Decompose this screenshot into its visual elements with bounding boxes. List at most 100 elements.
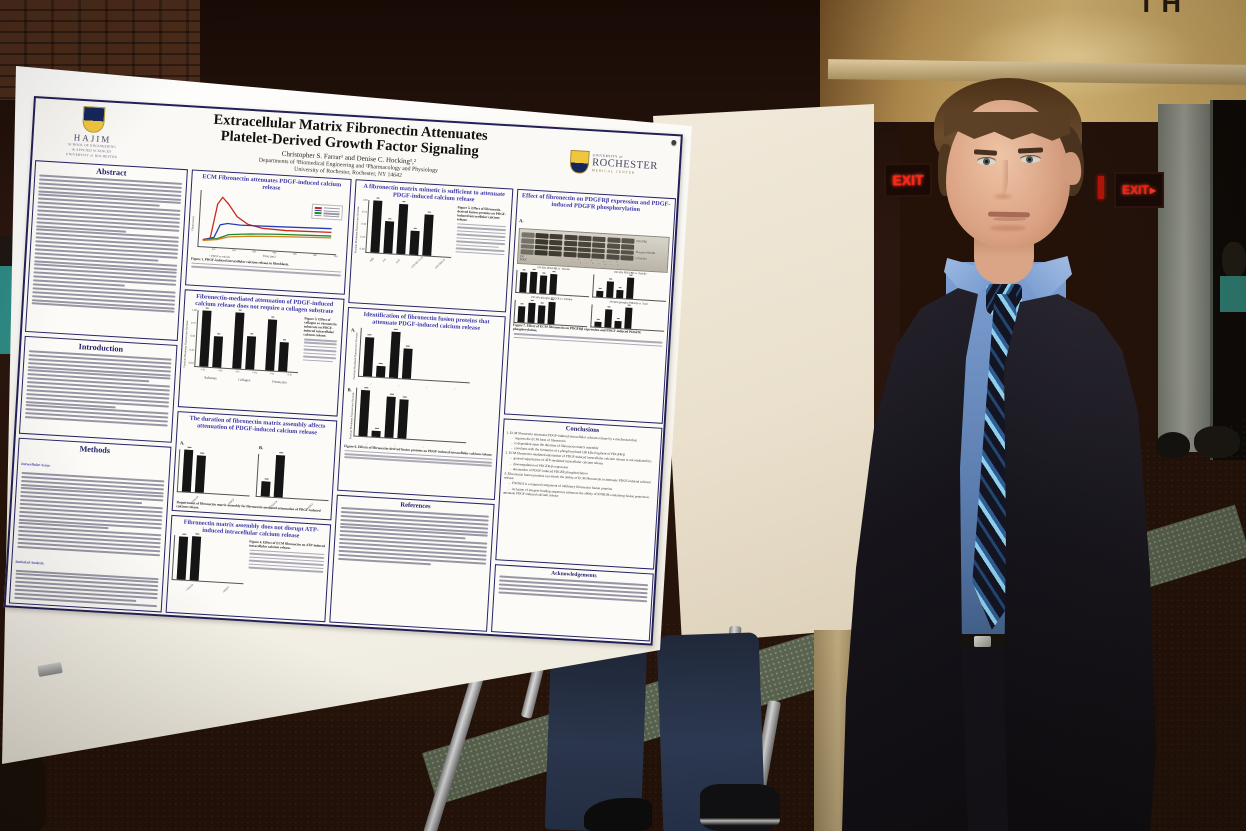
poster-column-1: Abstract Introduction Methods Intracellu… xyxy=(8,160,189,613)
western-chart-b: 190 kDa PDGFRβ vs. Tubulin xyxy=(514,266,591,298)
partial-building-sign: TH xyxy=(1138,0,1188,18)
substrate-caption-text xyxy=(302,338,339,363)
western-bars xyxy=(514,270,591,298)
hajim-shield-icon xyxy=(81,106,106,134)
substrate-bars xyxy=(194,309,302,373)
exit-sign-edge xyxy=(1098,176,1104,199)
nose xyxy=(997,160,1008,195)
western-bars xyxy=(591,274,667,302)
methods-panel: Methods Intracellular Assay: Statistical… xyxy=(8,437,172,613)
abstract-panel: Abstract xyxy=(24,160,189,341)
mimetic-chart: Fraction Maximum Fluorescence Increase 1… xyxy=(355,198,455,270)
references-text xyxy=(337,506,489,568)
identification-bars-a xyxy=(357,327,473,383)
left-edge-person-head xyxy=(0,236,13,268)
mimetic-caption-text xyxy=(455,223,507,256)
introduction-panel: Introduction xyxy=(18,335,178,443)
methods-lead-stats: Statistical Analysis: xyxy=(15,559,45,566)
poster-column-2: ECM Fibronectin attenuates PDGF-induced … xyxy=(165,169,353,623)
blot-label: PDGFRβ xyxy=(636,239,647,244)
poster-columns: Abstract Introduction Methods Intracellu… xyxy=(8,160,677,642)
identification-bars-b xyxy=(353,387,469,443)
pupil xyxy=(985,160,988,163)
mimetic-caption: Figure 5. Effect of fibronectin-derived … xyxy=(454,205,508,269)
exit-sign-text: EXIT xyxy=(1122,183,1149,197)
duration-panel: The duration of fibronectin matrix assem… xyxy=(172,411,338,521)
panel-letter-b: B. xyxy=(258,444,264,450)
western-chart-c: 160 kDa PDGFRβ vs. Tubulin xyxy=(591,271,667,302)
identification-chart-b: B. Fraction Maximum Fluorescence Increas… xyxy=(344,387,496,453)
identification-chart-a: A. Fraction Maximum Fluorescence Increas… xyxy=(348,327,500,393)
distant-person-teal-shirt xyxy=(1220,276,1246,312)
chin-shading xyxy=(990,225,1026,231)
exit-sign-text: EXIT xyxy=(892,171,924,189)
poster-column-4: Effect of fibronectin on PDGFRβ expressi… xyxy=(490,188,677,642)
introduction-body-text xyxy=(24,350,173,427)
substrate-caption-lead: Figure 3. Effect of collagen or vitronec… xyxy=(303,316,337,338)
atp-caption: Figure 4. Effect of ECM fibronectin on A… xyxy=(246,539,326,596)
exit-sign-right: EXIT ▸ xyxy=(1114,172,1164,208)
mimetic-caption-lead: Figure 5. Effect of fibronectin-derived … xyxy=(456,204,507,222)
mimetic-labels: PBS FN GST GST/III1-8,10 GST/III8-10 xyxy=(369,255,446,270)
urmc-logo: UNIVERSITY of ROCHESTER MEDICAL CENTER xyxy=(549,148,678,179)
research-poster: HAJIM SCHOOL OF ENGINEERING & APPLIED SC… xyxy=(3,96,683,646)
methods-body-text xyxy=(13,569,160,608)
duration-bars-b xyxy=(256,453,332,501)
mimetic-bars xyxy=(365,199,455,258)
eye-right xyxy=(1020,155,1041,163)
methods-heading: Methods xyxy=(79,444,111,456)
lower-lip xyxy=(993,217,1026,221)
substrate-caption: Figure 3. Effect of collagen or vitronec… xyxy=(300,316,339,387)
identification-panel: Identification of fibronectin fusion pro… xyxy=(337,307,506,501)
acknowledgements-panel: Acknowledgements xyxy=(490,564,654,642)
conclusions-panel: Conclusions 1. ECM fibronectin attenuate… xyxy=(495,418,663,570)
belt-buckle xyxy=(974,636,991,647)
methods-lead-assay: Intracellular Assay: xyxy=(21,461,51,468)
panel-letter-a: A. xyxy=(519,217,524,223)
blot-label: α-Tubulin xyxy=(635,256,647,261)
bystander-sneaker xyxy=(700,784,780,831)
atp-labels: +Vehicle +PDGF xyxy=(185,582,230,594)
duration-chart-a: A. +Vehicle +PDGF xyxy=(177,431,254,505)
references-panel: References xyxy=(329,494,495,632)
left-edge-person-teal-shirt xyxy=(0,266,13,354)
calcium-trace-plot xyxy=(197,189,340,255)
ecm-calcium-panel: ECM Fibronectin attenuates PDGF-induced … xyxy=(185,169,353,295)
eye-left xyxy=(977,157,996,165)
exit-arrow-icon: ▸ xyxy=(1149,183,1156,197)
iris xyxy=(983,158,990,165)
nose-tip-shading xyxy=(991,192,1015,201)
western-panel: Effect of fibronectin on PDGFRβ expressi… xyxy=(503,188,677,424)
distant-person-head xyxy=(1222,242,1246,278)
atp-bars xyxy=(171,534,247,584)
atp-chart: +Vehicle +PDGF xyxy=(171,534,247,594)
line-chart-legend xyxy=(311,203,344,221)
iris xyxy=(1026,156,1033,163)
blot-label-spacer xyxy=(636,247,666,249)
mimetic-panel: A fibronectin matrix mimetic is sufficie… xyxy=(348,179,514,313)
poster-column-3: A fibronectin matrix mimetic is sufficie… xyxy=(329,179,514,632)
pupil xyxy=(1028,158,1031,161)
abstract-body-text xyxy=(31,174,184,314)
exit-sign-left: EXIT xyxy=(883,162,933,198)
blank-poster-board xyxy=(653,104,874,644)
duration-chart-b: B. +Vehicle +PDGF xyxy=(256,436,333,510)
conclusions-list: 1. ECM fibronectin attenuates PDGF-induc… xyxy=(502,430,653,499)
methods-body-text xyxy=(16,471,166,557)
atp-panel: Fibronectin matrix assembly does not dis… xyxy=(165,514,332,623)
western-panel-title: Effect of fibronectin on PDGFRβ expressi… xyxy=(521,192,671,214)
duration-bars-a xyxy=(177,448,253,497)
hajim-logo: HAJIM SCHOOL OF ENGINEERING & APPLIED SC… xyxy=(36,104,151,162)
panel-letter-a: A. xyxy=(179,439,185,446)
substrate-panel: Fibronectin-mediated attenuation of PDGF… xyxy=(178,289,345,417)
western-quantification-charts: 190 kDa PDGFRβ vs. Tubulin 160 kDa PDGFR… xyxy=(513,266,667,332)
calcium-line-chart: Fluorescence 100 200 300 400 500 600 700 Time … xyxy=(191,189,347,265)
lane-row-label: PDGF xyxy=(519,258,528,262)
substrate-bar-chart: Fraction Maximum Fluorescence Increase 1… xyxy=(184,308,302,385)
pillar xyxy=(1158,104,1216,452)
atp-caption-text xyxy=(248,549,326,573)
substrate-group-labels: Substrate Collagen Vitronectin xyxy=(204,375,288,385)
urmc-shield-icon xyxy=(569,149,590,174)
bystander-shoe xyxy=(584,798,652,831)
